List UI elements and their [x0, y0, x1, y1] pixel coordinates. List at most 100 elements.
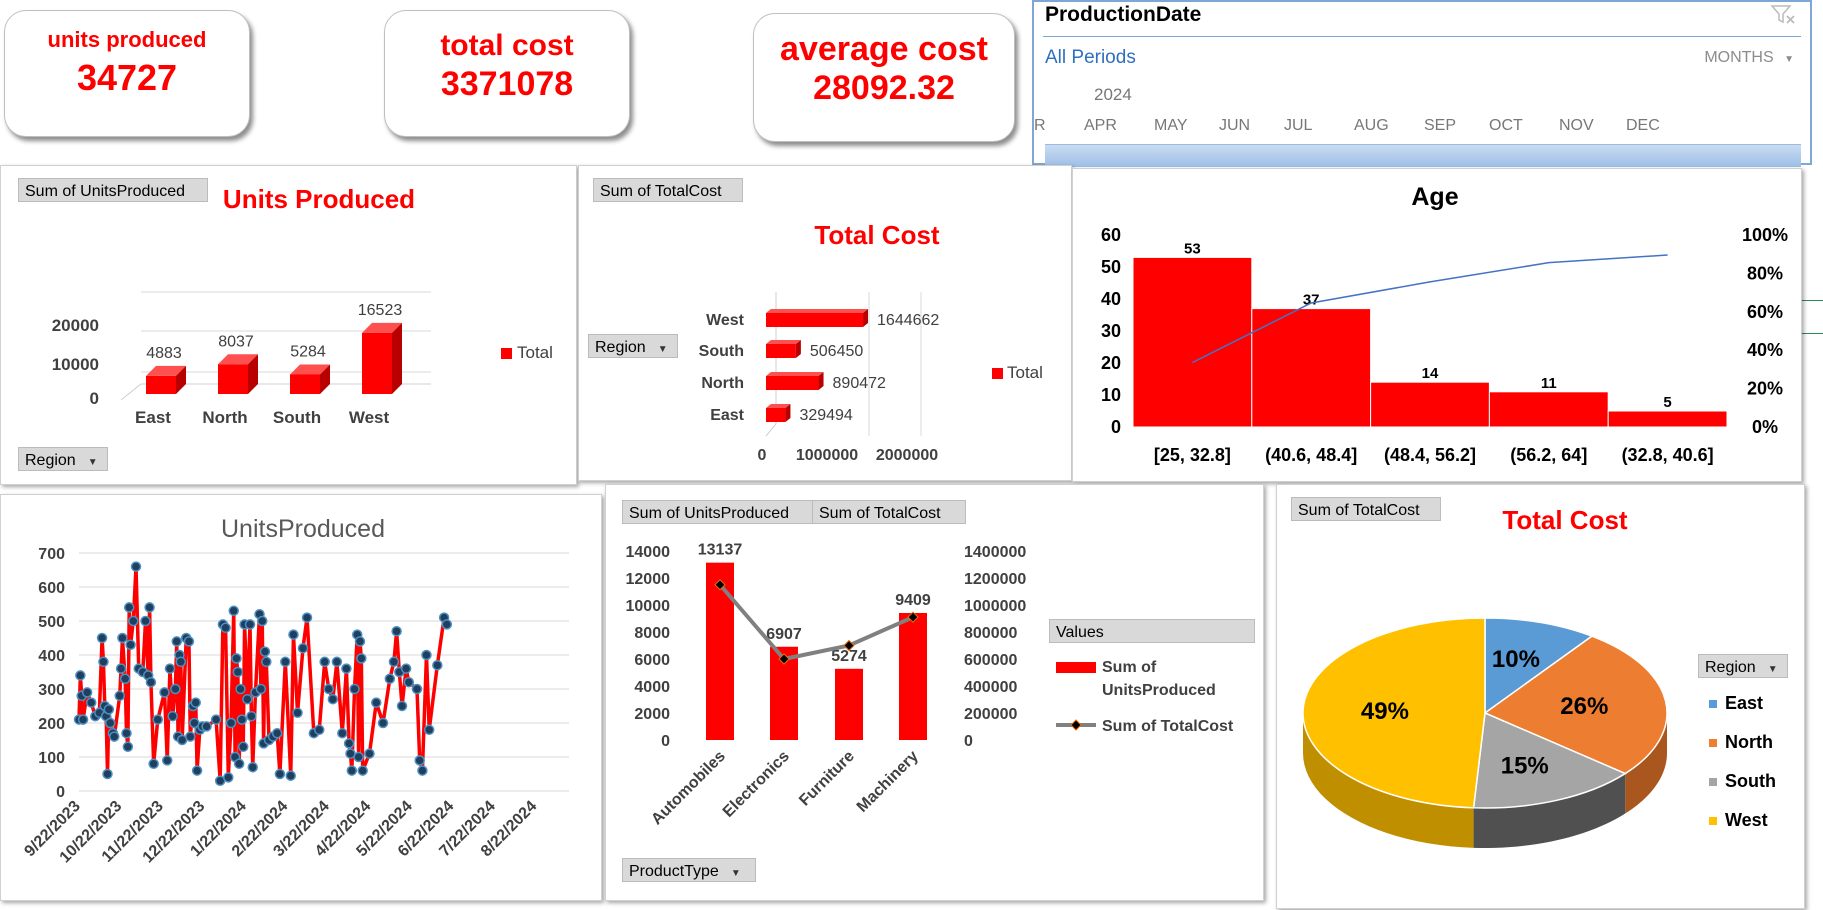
data-point	[354, 636, 366, 647]
data-point	[236, 714, 248, 725]
slicer-month-label[interactable]: APR	[1084, 117, 1117, 134]
region-row-button[interactable]: Region ▼	[588, 334, 678, 358]
production-date-timeline-slicer[interactable]: ProductionDate All Periods MONTHS ▼ 2024…	[1032, 0, 1812, 167]
data-point	[337, 727, 348, 739]
data-point	[237, 741, 249, 753]
data-point	[185, 731, 196, 742]
data-point	[327, 693, 339, 705]
data-point	[77, 714, 89, 725]
slicer-year-label: 2024	[1094, 85, 1132, 104]
data-point	[103, 704, 115, 715]
slicer-month-label[interactable]: AUG	[1354, 117, 1389, 134]
data-point	[122, 741, 134, 753]
region-legend-filter-button[interactable]: Region ▼	[1698, 654, 1788, 678]
region-filter-button[interactable]: Region ▼	[18, 447, 108, 471]
bar-front	[290, 374, 320, 394]
data-point	[323, 683, 335, 695]
slicer-month-label[interactable]: JUN	[1219, 117, 1251, 134]
data-point	[271, 727, 283, 739]
slicer-timeline-bar[interactable]	[1045, 144, 1801, 167]
units-by-region-panel: Sum of UnitsProduced Region ▼ Units Produ…	[0, 165, 577, 485]
y-tick-label: 40	[1101, 289, 1121, 309]
y-tick-label: 8000	[634, 625, 670, 642]
sum-units-field-button[interactable]: Sum of UnitsProduced	[18, 178, 208, 202]
clear-filter-icon[interactable]	[1770, 4, 1796, 26]
data-point	[423, 724, 435, 736]
data-point	[233, 758, 245, 770]
slicer-month-label[interactable]: DEC	[1626, 117, 1660, 134]
cost-share-panel: Sum of TotalCost Region ▼ Total Cost 10% 26…	[1276, 484, 1805, 909]
y-tick-label: North	[701, 375, 744, 392]
data-point	[144, 602, 155, 613]
slicer-month-label[interactable]: JUL	[1284, 117, 1313, 134]
legend-label: North	[1725, 732, 1773, 752]
data-point	[148, 758, 159, 770]
y2-tick-label: 1200000	[964, 571, 1026, 588]
legend-label: South	[1725, 771, 1776, 791]
data-point	[128, 615, 139, 627]
bar-front	[766, 408, 786, 422]
data-point	[109, 731, 120, 742]
sum-cost-field-button[interactable]: Sum of TotalCost	[812, 500, 966, 524]
data-point	[75, 670, 86, 681]
sum-cost-field-button[interactable]: Sum of TotalCost	[593, 178, 743, 202]
legend-marker-cost	[1070, 719, 1082, 731]
data-point	[400, 663, 412, 674]
product-type-filter-button[interactable]: ProductType ▼	[622, 858, 756, 882]
data-point	[256, 615, 268, 627]
bar-north	[218, 354, 258, 394]
y2-tick-label: 800000	[964, 625, 1017, 642]
data-point	[119, 673, 131, 685]
legend-swatch	[992, 368, 1003, 379]
bar-south	[290, 364, 330, 394]
legend-swatch-units	[1056, 662, 1096, 673]
bar-side	[818, 372, 824, 390]
slicer-month-label[interactable]: SEP	[1424, 117, 1457, 134]
data-label: 6907	[766, 626, 802, 643]
age-pareto-panel: Age 0 10 20 30 40 50 60 0% 20% 40% 60% 80% 100% 53 [25,…	[1072, 168, 1802, 482]
x-tick-label: West	[349, 408, 390, 427]
units-by-region-chart: Units Produced 0 10000 20000 4883 East 8037 Nor…	[52, 184, 553, 427]
y2-tick-label: 400000	[964, 679, 1017, 696]
units-line	[77, 564, 449, 783]
slicer-level-selector[interactable]: MONTHS ▼	[1704, 49, 1794, 67]
sum-cost-field-button[interactable]: Sum of TotalCost	[1291, 497, 1441, 521]
slicer-month-label[interactable]: R	[1034, 117, 1046, 134]
data-label: 10%	[1492, 646, 1540, 673]
legend-swatch	[1709, 817, 1717, 825]
product-type-panel: Sum of UnitsProduced Sum of TotalCost Va…	[605, 484, 1264, 901]
chart-title: Total Cost	[814, 220, 940, 250]
chevron-down-icon: ▼	[1784, 54, 1794, 65]
sum-units-field-button[interactable]: Sum of UnitsProduced	[622, 500, 814, 524]
data-label: 13137	[698, 542, 743, 559]
x-tick-label: 0	[758, 447, 767, 464]
slicer-selection-label: All Periods	[1045, 47, 1136, 68]
y-tick-label: 100	[38, 750, 65, 767]
x-tick-label: (48.4, 56.2]	[1384, 445, 1476, 465]
values-field-button[interactable]: Values	[1049, 619, 1255, 643]
kpi-units-value: 34727	[76, 57, 178, 98]
data-label: 4883	[146, 345, 182, 362]
chart-title: Units Produced	[223, 184, 415, 214]
bar-west	[766, 309, 869, 327]
dropdown-arrow-icon: ▼	[1767, 664, 1778, 675]
data-label: 1644662	[877, 312, 939, 329]
chart-floor-line	[120, 383, 431, 401]
slicer-month-label[interactable]: MAY	[1154, 117, 1188, 134]
slicer-month-label[interactable]: OCT	[1489, 117, 1523, 134]
x-tick-label: (40.6, 48.4]	[1265, 445, 1357, 465]
data-point	[81, 687, 93, 698]
data-point	[117, 632, 128, 644]
cost-marker	[843, 639, 855, 652]
data-label: 329494	[799, 407, 852, 424]
data-label: 9409	[895, 592, 931, 609]
chart-wall-line	[765, 292, 777, 437]
units-timeline-chart: UnitsProduced01002003004005006007009/22/…	[21, 515, 569, 866]
slicer-month-label[interactable]: NOV	[1559, 117, 1594, 134]
legend-label: Sum of	[1102, 659, 1157, 676]
data-point	[170, 683, 181, 695]
bar-side	[176, 365, 186, 394]
bar-east	[766, 404, 791, 422]
data-point	[225, 717, 237, 729]
bar-front	[218, 364, 248, 394]
